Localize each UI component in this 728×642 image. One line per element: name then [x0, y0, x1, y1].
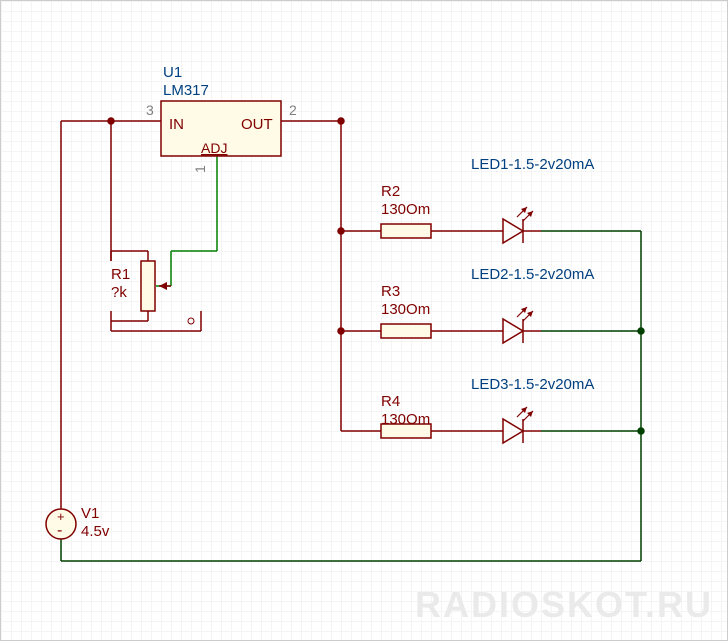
r1-potentiometer: R1 ?k [111, 251, 194, 324]
led3: LED3-1.5-2v20mA [471, 376, 594, 443]
watermark: RADIOSKOT.RU [415, 584, 713, 626]
r3-resistor: R3 130Om [381, 283, 471, 338]
u1-lm317: 3 IN 2 OUT ADJ 1 U1 LM317 [146, 64, 297, 173]
wire-adj [156, 156, 217, 286]
v1-source: + - V1 4.5v [46, 505, 110, 540]
r2-resistor: R2 130Om [381, 183, 471, 238]
u1-ref: U1 [163, 64, 182, 81]
u1-adj-label: ADJ [201, 140, 227, 156]
v1-ref: V1 [81, 505, 99, 522]
led1: LED1-1.5-2v20mA [471, 156, 594, 243]
u1-pin1-num: 1 [192, 165, 208, 173]
u1-value: LM317 [163, 82, 209, 99]
r3-value: 130Om [381, 301, 430, 318]
led3-ref: LED3-1.5-2v20mA [471, 376, 594, 393]
v1-value: 4.5v [81, 523, 110, 540]
r3-ref: R3 [381, 283, 400, 300]
schematic-svg: 3 IN 2 OUT ADJ 1 U1 LM317 R1 ?k [1, 1, 728, 642]
r4-ref: R4 [381, 393, 400, 410]
svg-text:-: - [57, 522, 62, 539]
r2-value: 130Om [381, 201, 430, 218]
u1-in-label: IN [169, 116, 184, 133]
schematic-canvas: 3 IN 2 OUT ADJ 1 U1 LM317 R1 ?k [0, 0, 728, 641]
led2-ref: LED2-1.5-2v20mA [471, 266, 594, 283]
wires-power [61, 118, 381, 509]
r4-value: 130Om [381, 411, 430, 428]
r2-ref: R2 [381, 183, 400, 200]
u1-pin3-num: 3 [146, 102, 154, 118]
r1-value: ?k [111, 284, 127, 301]
r4-resistor: R4 130Om [381, 393, 471, 438]
led1-ref: LED1-1.5-2v20mA [471, 156, 594, 173]
u1-out-label: OUT [241, 116, 273, 133]
u1-pin2-num: 2 [289, 102, 297, 118]
r1-ref: R1 [111, 266, 130, 283]
